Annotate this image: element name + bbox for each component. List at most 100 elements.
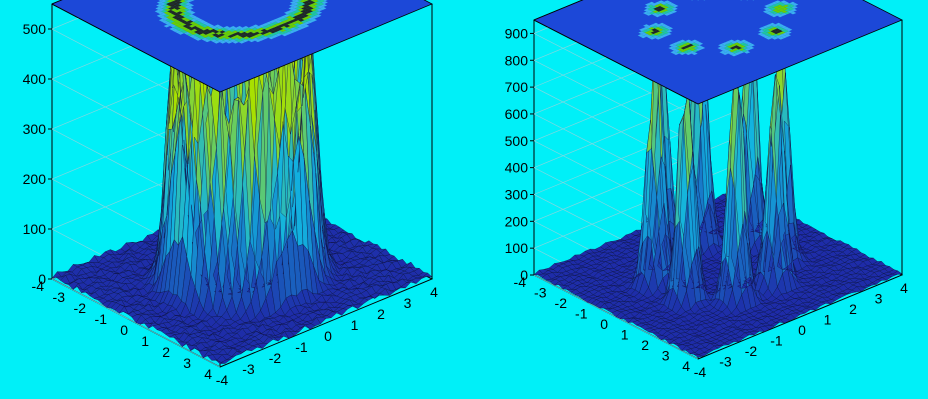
contour-cell [187,30,194,34]
contour-cell [238,27,246,31]
contour-cell [214,34,222,38]
contour-cell [214,37,221,41]
contour-cell [743,41,750,44]
contour-cell [160,0,167,3]
y-tick-label: -1 [95,311,108,327]
contour-cell [189,24,196,28]
contour-cell [780,28,787,32]
contour-cell [730,43,737,47]
z-tick-label: 400 [23,71,47,87]
contour-cell [281,23,288,26]
contour-cell [210,26,218,29]
contour-cell [299,12,306,16]
contour-cell [769,32,776,36]
y-tick-label: 0 [120,322,128,338]
contour-cell [205,23,212,26]
contour-cell [662,34,669,37]
contour-cell [268,36,275,40]
contour-cell [649,11,656,15]
contour-cell [649,24,656,27]
z-tick-label: 300 [23,121,47,137]
contour-cell [270,27,277,31]
contour-cell [304,5,311,9]
contour-cell [191,15,198,19]
contour-cell [167,9,174,13]
contour-cell [654,14,661,18]
contour-cell [227,34,234,38]
contour-cell [174,20,181,24]
contour-cell [655,8,663,12]
contour-cell [673,49,680,53]
contour-cell [272,31,279,35]
contour-cell [190,0,195,2]
contour-cell [786,3,793,6]
contour-cell [657,3,664,6]
contour-cell [162,17,169,21]
z-tick-label: 200 [23,171,47,187]
contour-cell [742,46,749,50]
contour-cell [764,29,771,33]
contour-cell [310,18,318,22]
contour-cell [235,28,242,32]
contour-cell [283,27,290,31]
contour-cell [663,3,670,6]
z-tick-label: 100 [23,221,47,237]
contour-cell [652,35,659,39]
contour-cell [198,36,206,40]
contour-cell [734,52,741,55]
contour-cell [288,6,295,10]
contour-cell [257,27,265,31]
contour-cell [688,50,695,54]
contour-cell [775,7,782,11]
contour-cell [735,46,742,50]
contour-cell [207,27,214,31]
contour-cell [669,43,676,47]
contour-cell [300,23,307,26]
contour-cell [790,11,797,15]
contour-cell [164,8,171,12]
contour-cell [174,30,182,34]
contour-cell [256,33,263,37]
contour-cell [216,28,223,32]
contour-cell [166,12,173,16]
contour-cell [193,33,200,37]
contour-cell [667,11,674,15]
contour-cell [643,11,650,15]
contour-cell [163,14,170,18]
contour-cell [177,21,184,25]
contour-cell [159,15,166,19]
contour-cell [177,0,182,2]
x-tick-label: 2 [849,301,857,317]
contour-cell [695,48,702,51]
contour-cell [692,46,700,50]
contour-cell [198,23,206,26]
z-axis: 0 100 200 300 400 500 [23,21,52,287]
contour-cell [199,33,206,37]
contour-cell [315,14,322,18]
contour-cell [177,31,184,35]
contour-cell [259,34,266,38]
contour-cell [735,49,742,53]
x-axis: -4 -3 -2 -1 0 1 2 3 4 [694,280,908,380]
contour-cell [186,23,193,26]
contour-cell [781,10,788,13]
contour-cell [188,27,195,31]
contour-cell [188,14,195,18]
contour-cell [307,20,314,24]
contour-cell [647,4,654,8]
contour-cell [761,28,768,32]
contour-cell [224,36,231,40]
contour-cell [690,45,697,48]
contour-cell [219,30,226,34]
contour-cell [173,23,180,26]
contour-cell [656,6,663,9]
y-tick-label: 1 [141,333,149,349]
contour-cell [765,36,772,40]
contour-cell [655,36,662,40]
contour-cell [650,31,657,34]
contour-cell [731,50,738,54]
contour-cell [166,2,173,6]
contour-cell [182,11,190,15]
x-tick-label: -2 [269,350,282,366]
contour-cell [660,29,667,33]
